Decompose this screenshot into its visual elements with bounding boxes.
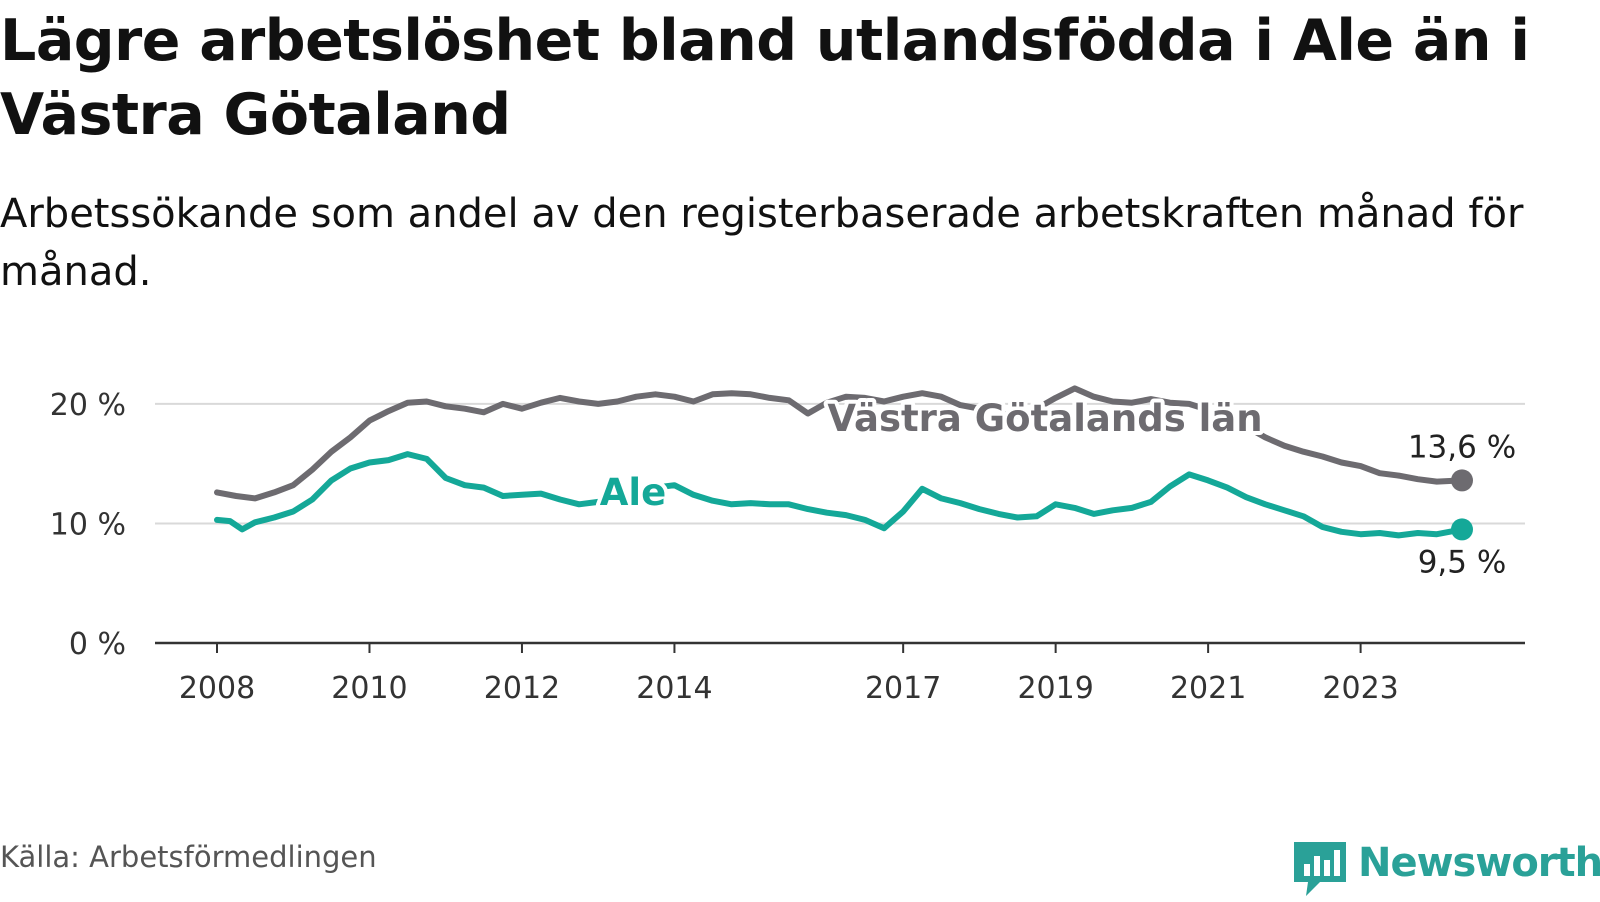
x-tick-label: 2017	[865, 671, 941, 706]
source-note: Källa: Arbetsförmedlingen	[0, 840, 377, 874]
y-tick-label: 0 %	[69, 627, 126, 662]
series-label-ale: Ale	[600, 471, 666, 514]
x-axis: 2008 2010 2012 2014 2017 2019 2021 2023	[155, 641, 1525, 706]
x-tick-label: 2019	[1017, 671, 1093, 706]
y-tick-label: 10 %	[50, 507, 126, 542]
end-value-ale-halo: 9,5 %	[1418, 544, 1507, 580]
series-label-vastra-gotaland-halo: Västra Götalands län	[827, 397, 1262, 440]
x-tick-label: 2021	[1170, 671, 1246, 706]
newsworthy-logo[interactable]: Newsworthy	[1290, 838, 1600, 898]
series-line-ale	[214, 451, 1465, 539]
x-tick-label: 2023	[1322, 671, 1398, 706]
series-label-ale-halo: Ale	[600, 471, 666, 514]
brand-name: Newsworthy	[1358, 840, 1600, 886]
x-tick-label: 2012	[484, 671, 560, 706]
end-point-marker	[1451, 469, 1473, 492]
x-tick-label: 2008	[179, 671, 255, 706]
x-tick-label: 2014	[636, 671, 712, 706]
gridlines: 0 % 10 % 20 %	[50, 388, 1525, 662]
end-value-vastra-gotaland-halo: 13,6 %	[1408, 429, 1516, 465]
end-point-marker	[1451, 518, 1473, 541]
end-value-vastra-gotaland: 13,6 %	[1408, 429, 1516, 465]
y-tick-label: 20 %	[50, 388, 126, 423]
series-line-vastra-gotaland	[214, 385, 1465, 502]
series-label-vastra-gotaland: Västra Götalands län	[827, 397, 1262, 440]
newsworthy-logo-icon	[1294, 842, 1346, 896]
chart-title: Lägre arbetslöshet bland utlandsfödda i …	[0, 8, 1530, 148]
chart-subtitle: Arbetssökande som andel av den registerb…	[0, 191, 1524, 295]
end-value-ale: 9,5 %	[1418, 544, 1507, 580]
x-tick-label: 2010	[331, 671, 407, 706]
line-chart: 0 % 10 % 20 % 2008 2010 2012 2014 2017 2019 2021…	[50, 385, 1525, 706]
series-lines	[214, 385, 1473, 541]
